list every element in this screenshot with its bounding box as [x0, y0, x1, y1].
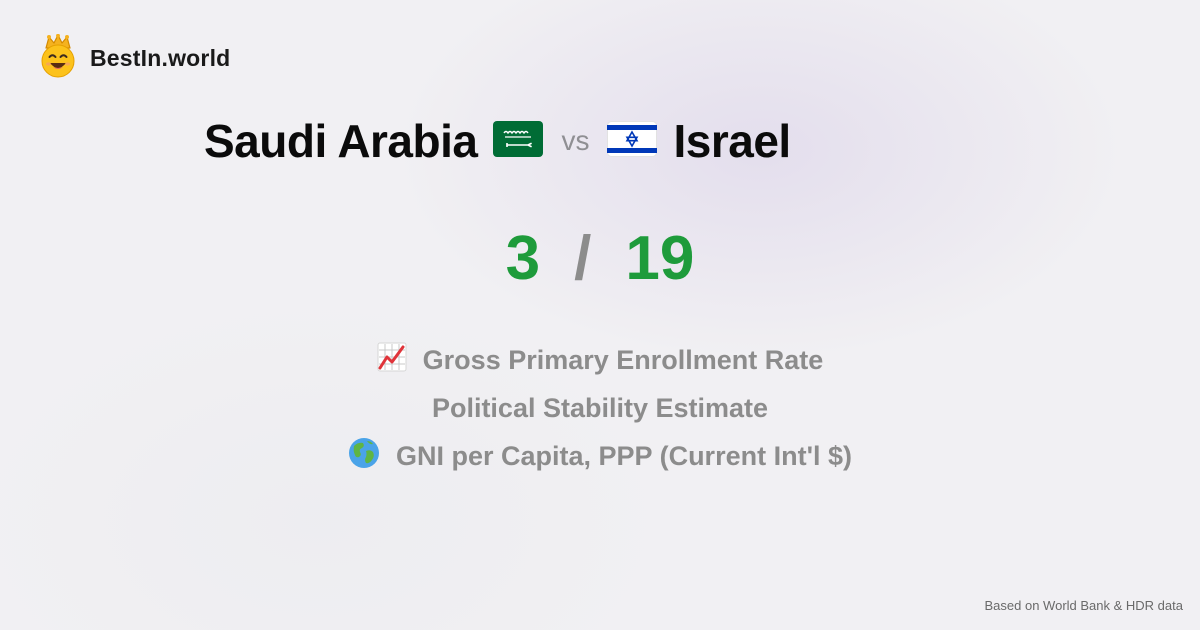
metric-label: GNI per Capita, PPP (Current Int'l $) — [396, 440, 852, 471]
metrics-list: Gross Primary Enrollment Rate Political … — [0, 336, 1200, 480]
score: 3 / 19 — [0, 218, 1200, 298]
left-score: 3 — [505, 223, 541, 293]
saudi-arabia-flag-icon — [493, 120, 544, 162]
globe-icon — [348, 437, 380, 476]
matchup-heading: Saudi Arabia vs Israel — [204, 112, 791, 170]
right-country-name: Israel — [673, 115, 791, 167]
metric-item: Political Stability Estimate — [0, 384, 1200, 432]
right-score: 19 — [625, 223, 695, 293]
left-country-name: Saudi Arabia — [204, 115, 478, 167]
data-source-note: Based on World Bank & HDR data — [984, 598, 1183, 613]
israel-flag-icon — [607, 120, 658, 162]
brand[interactable]: BestIn.world — [40, 33, 231, 83]
metric-item: Gross Primary Enrollment Rate — [0, 336, 1200, 384]
score-separator: / — [574, 223, 592, 293]
brand-name: BestIn.world — [90, 44, 231, 71]
metric-label: Gross Primary Enrollment Rate — [422, 344, 824, 375]
crowned-smiley-icon — [40, 33, 76, 83]
metric-item: GNI per Capita, PPP (Current Int'l $) — [0, 432, 1200, 480]
chart-increasing-icon — [377, 342, 407, 379]
metric-label: Political Stability Estimate — [431, 392, 769, 423]
vs-label: vs — [561, 125, 590, 156]
